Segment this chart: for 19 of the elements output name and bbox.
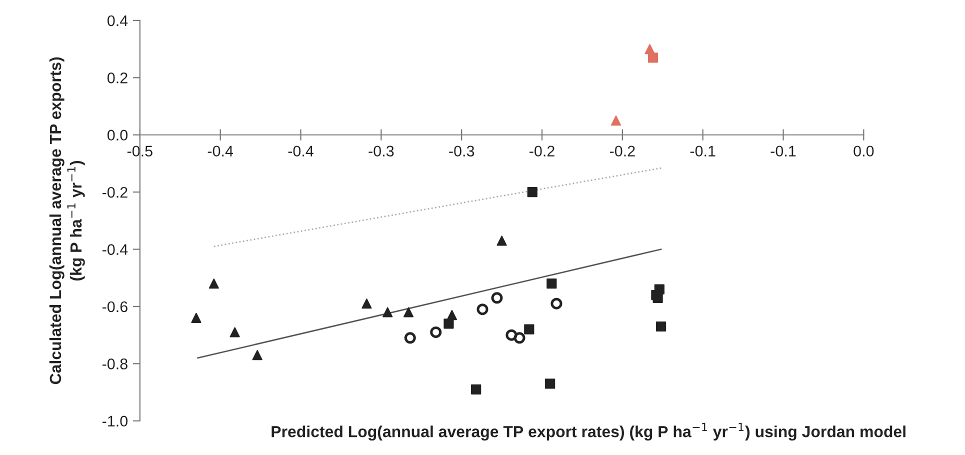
x-tick-label: 0.0	[854, 146, 874, 157]
y-tick-label: -0.8	[102, 358, 128, 370]
x-axis-title: Predicted Log(annual average TP export rates) (kg P ha$^{−1}$ yr$^{−1}$) using Jordan model	[272, 422, 906, 441]
y-tick-label: -0.6	[102, 301, 128, 312]
y-tick-label: -0.4	[102, 244, 128, 255]
x-tick-label: -0.4	[208, 146, 234, 157]
x-tick-label: -0.3	[449, 146, 474, 157]
y-tick-label: 0.2	[107, 72, 128, 84]
y-axis-title: Calculated Log(annual average TP exports) (kg P ha$^{−1}$ yr$^{−1}$)	[49, 57, 85, 384]
x-tick-label: -0.2	[610, 146, 635, 157]
y-tick-label: -0.2	[102, 186, 128, 198]
x-tick-label: -0.4	[288, 146, 314, 157]
y-tick-label: 0.0	[107, 130, 128, 141]
x-tick-label: -0.1	[690, 146, 716, 157]
y-tick-label: -1.0	[102, 416, 128, 427]
x-tick-label: -0.1	[770, 146, 796, 157]
y-tick-label: 0.4	[107, 15, 128, 26]
x-tick-label: -0.2	[530, 146, 554, 157]
x-tick-label: -0.3	[368, 146, 394, 157]
